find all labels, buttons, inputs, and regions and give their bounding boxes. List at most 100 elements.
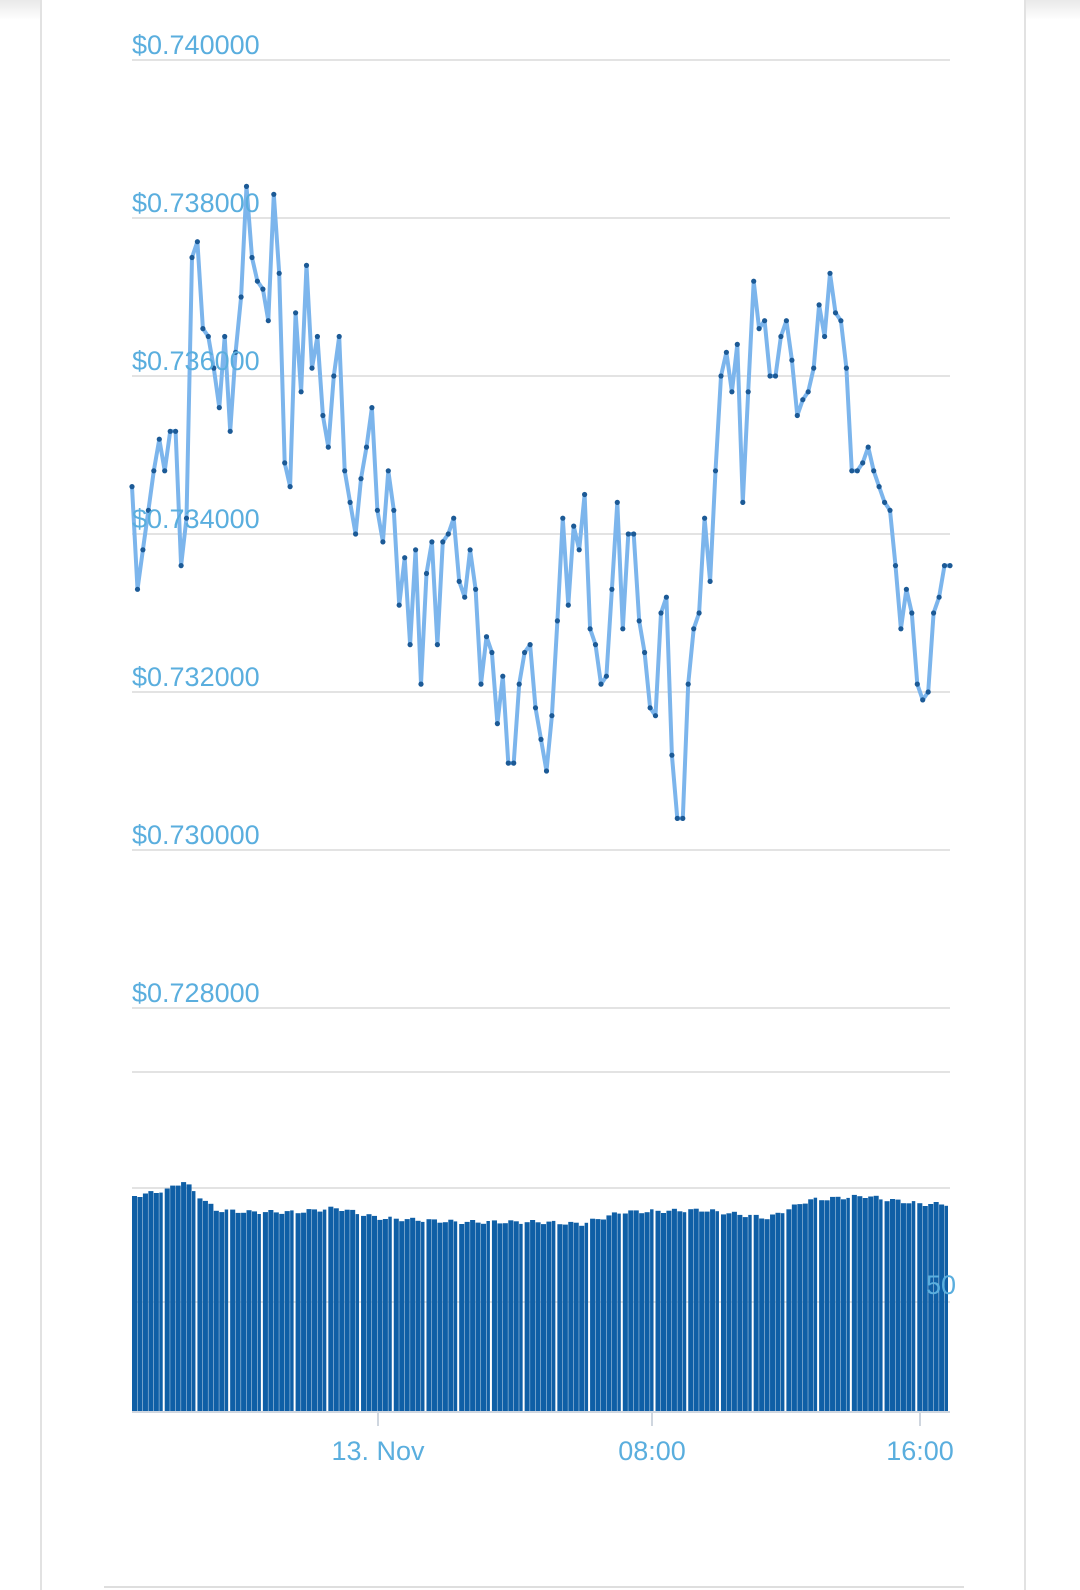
volume-bar (628, 1210, 634, 1412)
volume-bar (377, 1219, 383, 1412)
price-point (652, 713, 659, 719)
price-point (871, 468, 877, 474)
volume-bar (497, 1223, 503, 1412)
price-point (734, 341, 740, 347)
volume-bar (655, 1210, 661, 1412)
volume-bar (191, 1191, 196, 1412)
price-point (631, 531, 637, 537)
price-point (860, 460, 866, 466)
price-point (832, 310, 839, 316)
volume-bar (431, 1219, 437, 1412)
volume-bar (557, 1224, 563, 1412)
price-point (838, 318, 844, 324)
price-point (843, 365, 850, 371)
volume-bar (148, 1191, 154, 1412)
price-point (140, 547, 146, 553)
price-point (854, 468, 860, 474)
volume-bar (137, 1197, 143, 1412)
price-point (658, 610, 664, 616)
volume-bar (895, 1199, 901, 1412)
volume-bar (164, 1188, 170, 1412)
volume-bar (584, 1222, 589, 1412)
volume-bar (464, 1221, 470, 1412)
price-point (396, 602, 402, 608)
y-tick-label: $0.730000 (132, 820, 260, 850)
price-point (892, 563, 899, 569)
price-point (336, 333, 342, 340)
price-point (909, 610, 915, 616)
volume-bar (175, 1185, 181, 1412)
price-point (560, 515, 566, 521)
price-point (598, 681, 604, 687)
volume-bar (579, 1225, 585, 1412)
volume-bar (159, 1192, 163, 1412)
price-point (478, 681, 484, 687)
price-point (407, 642, 413, 648)
price-point (489, 649, 495, 656)
volume-bar (742, 1217, 748, 1412)
price-point (320, 412, 326, 419)
volume-bar (546, 1221, 552, 1412)
price-point (134, 586, 141, 592)
price-point (723, 349, 730, 355)
price-point (822, 333, 828, 340)
volume-bar (344, 1209, 350, 1412)
price-point (685, 681, 691, 687)
price-point (429, 539, 435, 545)
price-point (445, 531, 451, 537)
price-point (707, 578, 713, 585)
volume-bar (884, 1201, 890, 1412)
volume-bar (284, 1211, 290, 1412)
volume-bar (617, 1213, 621, 1412)
price-point (625, 531, 631, 537)
volume-bar (650, 1209, 654, 1412)
price-point (920, 697, 926, 703)
volume-bar (715, 1211, 719, 1412)
volume-bar (142, 1193, 148, 1412)
x-tick-label: 08:00 (618, 1436, 686, 1466)
price-point (298, 389, 304, 395)
price-point (494, 721, 500, 727)
volume-bar (944, 1205, 948, 1412)
volume-bar (873, 1195, 879, 1412)
price-point (636, 618, 642, 624)
price-point (587, 626, 593, 632)
price-point (903, 586, 910, 592)
volume-bar (251, 1211, 258, 1412)
volume-bar (726, 1213, 732, 1412)
volume-bar (333, 1208, 339, 1412)
volume-bar (813, 1197, 818, 1412)
price-point (282, 460, 288, 466)
volume-bar (230, 1209, 236, 1412)
volume-bar (797, 1204, 803, 1412)
volume-bar (317, 1211, 323, 1412)
price-point (500, 673, 506, 679)
volume-bar (682, 1212, 687, 1412)
volume-bar (399, 1221, 405, 1412)
volume-bar (660, 1213, 667, 1412)
volume-bar (153, 1193, 159, 1412)
volume-bar (688, 1209, 694, 1412)
volume-bar (568, 1221, 574, 1412)
price-point (543, 768, 550, 774)
price-point (380, 539, 386, 545)
volume-bar (862, 1198, 868, 1412)
price-point (249, 254, 255, 261)
price-point (287, 484, 293, 490)
price-point (674, 815, 680, 822)
volume-bar (371, 1215, 377, 1412)
price-point (538, 736, 544, 743)
price-point (369, 405, 375, 411)
volume-bar (900, 1203, 906, 1412)
price-point (260, 286, 266, 292)
volume-bar (731, 1211, 737, 1412)
volume-bar (611, 1212, 617, 1412)
price-point (331, 373, 337, 379)
price-point (145, 507, 151, 513)
price-point (522, 649, 528, 656)
price-point (762, 318, 768, 324)
price-point (898, 626, 904, 632)
price-point (385, 468, 391, 474)
volume-bar (208, 1203, 214, 1412)
price-point (712, 468, 719, 474)
